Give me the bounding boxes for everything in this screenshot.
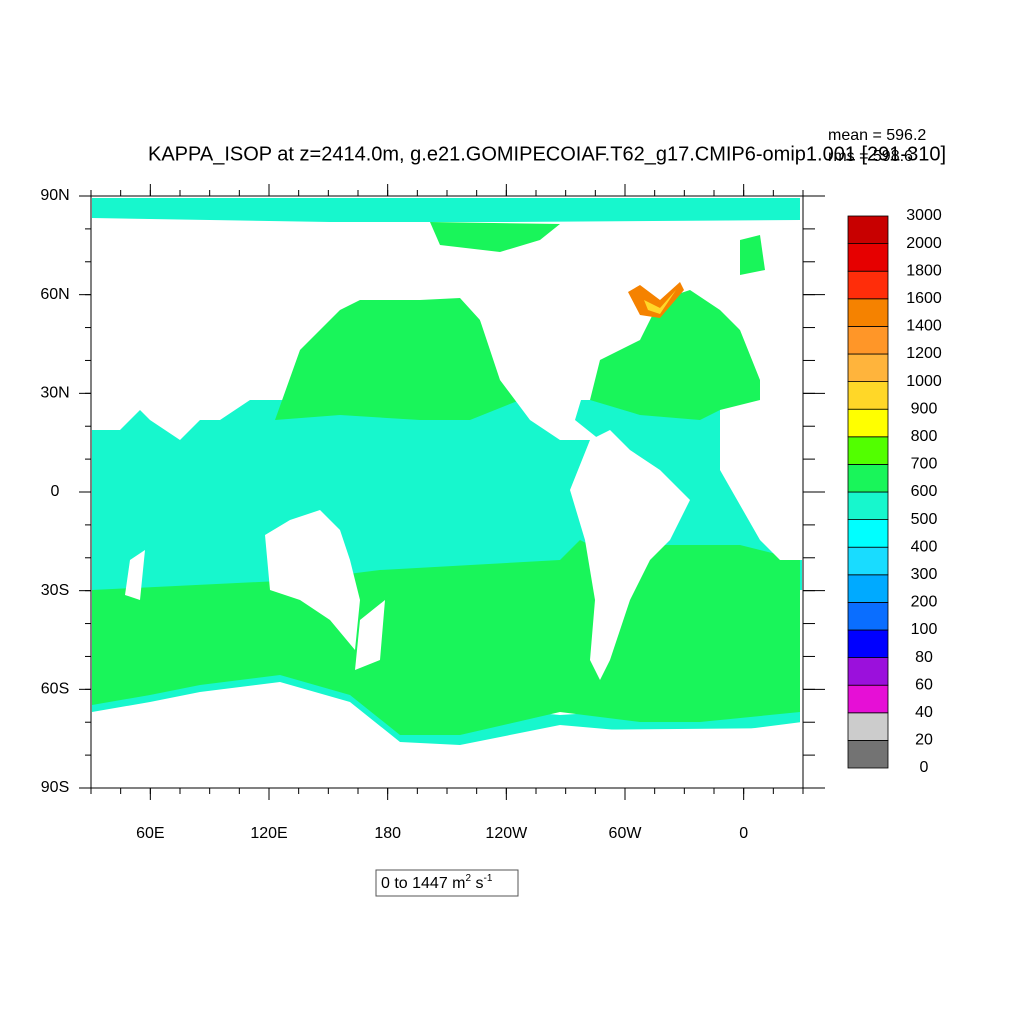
x-tick-label: 60E [136, 825, 164, 842]
colorbar-label: 1000 [906, 373, 942, 390]
colorbar-box [847, 408, 889, 438]
land [355, 600, 385, 670]
colorbar-label: 40 [915, 704, 933, 721]
x-tick-label: 0 [739, 825, 748, 842]
colorbar-box [847, 381, 889, 410]
y-tick-label: 0 [51, 483, 60, 500]
range-exp: 2 [466, 873, 472, 884]
colorbar-box [847, 546, 889, 576]
land [92, 224, 380, 440]
ocean-region [590, 290, 760, 420]
colorbar-box [847, 574, 889, 603]
ocean-region [275, 298, 520, 420]
y-tick-label: 60N [40, 286, 69, 303]
y-tick-label: 90S [41, 779, 69, 796]
colorbar-box [847, 325, 889, 355]
land [360, 224, 640, 440]
colorbar-box [847, 657, 889, 686]
colorbar-label: 80 [915, 649, 933, 666]
colorbar-box [847, 629, 889, 659]
colorbar-box [847, 491, 889, 521]
colorbar-box [847, 740, 889, 769]
colorbar-box [847, 243, 889, 272]
map-fill [91, 196, 803, 788]
ocean-region [644, 290, 676, 314]
mean-label: mean = 596.2 [828, 127, 926, 144]
colorbar-box [847, 519, 889, 548]
colorbar-label: 700 [911, 456, 938, 473]
ocean-region [628, 282, 684, 318]
colorbar-box [847, 712, 889, 741]
colorbar-label: 800 [911, 428, 938, 445]
colorbar-label: 1400 [906, 318, 942, 335]
colorbar-label: 600 [911, 483, 938, 500]
range-unit: s [471, 875, 483, 892]
colorbar-label: 900 [911, 400, 938, 417]
ocean-region [430, 222, 560, 252]
land [570, 430, 690, 680]
colorbar-box [847, 298, 889, 327]
colorbar-box [847, 353, 889, 383]
colorbar-box [847, 215, 889, 245]
colorbar-label: 1600 [906, 290, 942, 307]
colorbar-label: 100 [911, 621, 938, 638]
colorbar-label: 3000 [906, 207, 942, 224]
x-tick-label: 120W [485, 825, 528, 842]
colorbar-label: 1200 [906, 345, 942, 362]
colorbar-box [847, 684, 889, 714]
colorbar-box [847, 436, 889, 465]
colorbar-label: 1800 [906, 262, 942, 279]
colorbar-label: 2000 [906, 235, 942, 252]
colorbar-box [847, 463, 889, 493]
range-box [375, 869, 519, 897]
y-tick-label: 30N [40, 385, 69, 402]
colorbar-label: 60 [915, 676, 933, 693]
colorbar-label: 300 [911, 566, 938, 583]
land [92, 682, 802, 788]
ocean-region [740, 235, 765, 275]
y-tick-label: 60S [41, 681, 69, 698]
land [125, 550, 145, 600]
range-exp: -1 [484, 873, 493, 884]
x-tick-label: 60W [609, 825, 643, 842]
colorbar-box [847, 602, 889, 631]
x-tick-label: 120E [250, 825, 287, 842]
land [265, 510, 360, 650]
range-text: 0 to 1447 m [381, 875, 466, 892]
y-tick-label: 30S [41, 582, 69, 599]
title: KAPPA_ISOP at z=2414.0m, g.e21.GOMIPECOI… [148, 143, 946, 165]
colorbar-label: 500 [911, 511, 938, 528]
y-tick-label: 90N [40, 187, 69, 204]
x-tick-label: 180 [374, 825, 401, 842]
ocean-region [92, 198, 800, 222]
range-label: 0 to 1447 m2 s-1 [381, 873, 493, 893]
colorbar-box [847, 270, 889, 300]
land [720, 380, 802, 560]
rms-label: rms = 598.6 [828, 148, 913, 165]
colorbar-label: 0 [920, 759, 929, 776]
colorbar-label: 400 [911, 538, 938, 555]
colorbar-label: 200 [911, 594, 938, 611]
colorbar-label: 20 [915, 732, 933, 749]
